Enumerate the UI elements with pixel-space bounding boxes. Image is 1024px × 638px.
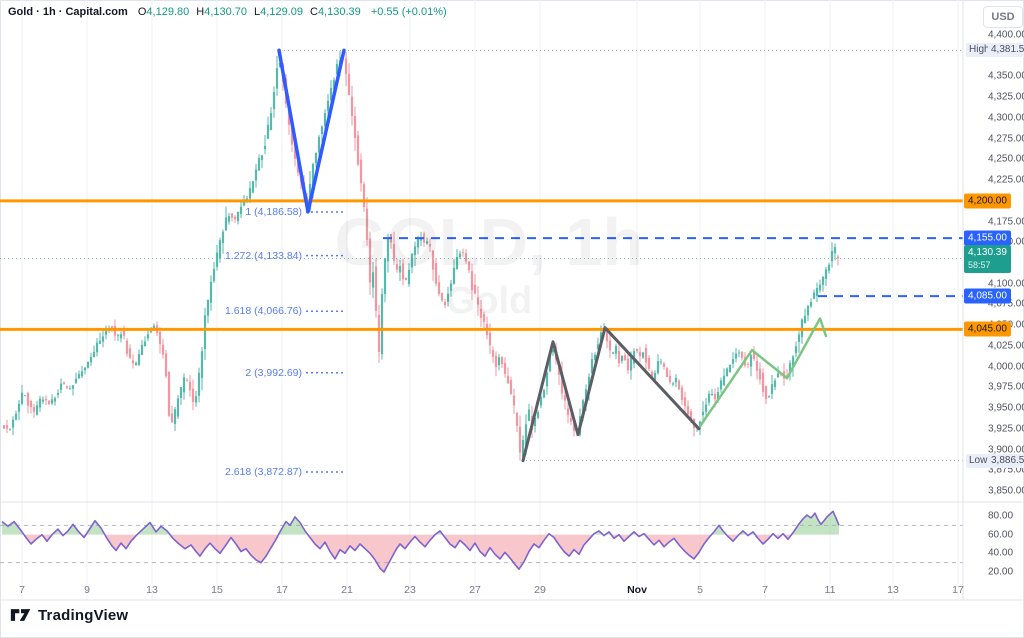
current-price-value: 4,130.39 — [968, 246, 1007, 258]
time-tick: 15 — [211, 584, 223, 596]
ohlc-values: O4,129.80 H4,130.70 L4,129.09 C4,130.39 — [131, 6, 361, 18]
fib-level-label: 2 (3,992.69) — [245, 366, 302, 379]
price-tick: 4,075.00 — [988, 298, 1024, 310]
price-tick: 3,875.00 — [988, 464, 1024, 476]
tradingview-logo-text: TradingView — [38, 606, 129, 624]
price-tick: 4,175.00 — [988, 216, 1024, 228]
price-line-badge[interactable]: 4,045.00 — [964, 321, 1011, 337]
time-tick: 13 — [146, 584, 158, 596]
price-tick: 3,950.00 — [988, 402, 1024, 414]
orange-horizontal-lines[interactable] — [0, 199, 963, 331]
high-tag: High — [966, 43, 993, 58]
price-tick: 4,025.00 — [988, 340, 1024, 352]
fib-extension-lines[interactable] — [306, 211, 345, 473]
time-tick: 7 — [762, 584, 768, 596]
high-value: 4,381.50 — [988, 43, 1024, 58]
price-tick: 4,225.00 — [988, 174, 1024, 186]
time-tick: 27 — [469, 584, 481, 596]
price-tick: 4,325.00 — [988, 91, 1024, 103]
fib-level-label: 1.272 (4,133.84) — [224, 249, 302, 262]
gridlines — [21, 0, 959, 600]
symbol-legend: Gold · 1h · Capital.com O4,129.80 H4,130.… — [8, 6, 447, 18]
ohlc-key: C — [309, 6, 318, 18]
price-change: +0.55 (+0.01%) — [370, 6, 447, 18]
price-tick: 4,400.00 — [988, 29, 1024, 41]
tradingview-logo-icon — [10, 609, 31, 621]
ohlc-value: 4,130.70 — [204, 6, 248, 18]
price-tick: 4,250.00 — [988, 153, 1024, 165]
time-tick: 21 — [341, 584, 353, 596]
price-tick: 4,275.00 — [988, 133, 1024, 145]
indicator-tick: 40.00 — [988, 547, 1014, 559]
time-tick: 17 — [952, 584, 964, 596]
ohlc-value: 4,129.80 — [146, 6, 190, 18]
price-tick: 4,000.00 — [988, 361, 1024, 373]
price-tick: 4,350.00 — [988, 70, 1024, 82]
price-tick: 3,900.00 — [988, 444, 1024, 456]
candlesticks — [2, 50, 840, 461]
tradingview-logo[interactable]: TradingView — [10, 606, 128, 624]
price-tick: 4,100.00 — [988, 278, 1024, 290]
ohlc-value: 4,130.39 — [317, 6, 361, 18]
time-tick: 29 — [534, 584, 546, 596]
price-line-badge[interactable]: 4,200.00 — [964, 193, 1011, 209]
price-line-badge[interactable]: 4,155.00 — [964, 230, 1011, 246]
zigzag-blue-drawing[interactable] — [277, 48, 346, 214]
indicator-tick: 60.00 — [988, 529, 1014, 541]
price-tick: 3,850.00 — [988, 485, 1024, 497]
ohlc-key: O — [137, 6, 147, 18]
time-tick: 9 — [84, 584, 90, 596]
time-tick: 7 — [19, 584, 25, 596]
currency-selector[interactable]: USD — [983, 6, 1023, 28]
low-tag: Low — [966, 453, 991, 468]
time-tick: 13 — [887, 584, 899, 596]
pane-borders — [0, 0, 1024, 601]
time-tick: 23 — [404, 584, 416, 596]
fib-level-label: 2.618 (3,872.87) — [224, 466, 302, 479]
zigzag-green-drawing[interactable] — [698, 317, 828, 428]
low-value: 3,886.57 — [988, 453, 1024, 468]
price-tick: 3,925.00 — [988, 423, 1024, 435]
fib-level-label: 1 (4,186.58) — [245, 205, 302, 218]
zigzag-gray-drawing[interactable] — [521, 326, 701, 463]
ohlc-key: H — [196, 6, 205, 18]
fib-level-label: 1.618 (4,066.76) — [224, 305, 302, 318]
ohlc-key: L — [254, 6, 261, 18]
session-high-low-lines — [0, 49, 963, 462]
price-line-badge[interactable]: 4,085.00 — [964, 288, 1011, 304]
oscillator-pane — [0, 510, 963, 573]
blue-dashed-price-rays[interactable] — [383, 237, 963, 298]
time-tick: Nov — [627, 584, 647, 596]
time-tick: 17 — [276, 584, 288, 596]
indicator-tick: 80.00 — [988, 510, 1014, 522]
price-tick: 3,975.00 — [988, 381, 1024, 393]
current-price-badge: 4,130.39 58:57 — [964, 244, 1011, 273]
indicator-tick: 20.00 — [988, 566, 1014, 578]
symbol-title[interactable]: Gold · 1h · Capital.com — [8, 6, 128, 18]
time-tick: 11 — [824, 584, 836, 596]
ohlc-value: 4,129.09 — [260, 6, 303, 18]
price-tick: 4,300.00 — [988, 112, 1024, 124]
time-tick: 5 — [697, 584, 703, 596]
bar-countdown: 58:57 — [968, 259, 991, 270]
